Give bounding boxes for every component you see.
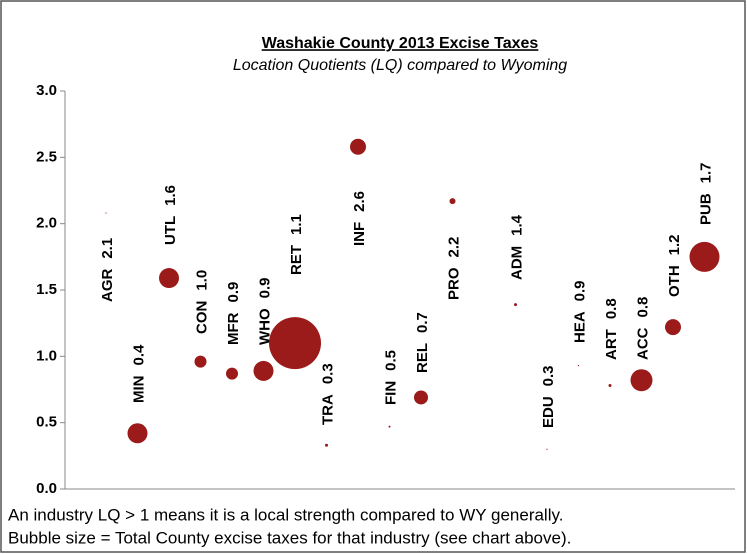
data-label: HEA 0.9 bbox=[571, 280, 588, 343]
y-tick-label: 3.0 bbox=[36, 82, 57, 99]
value-label: 0.9 bbox=[225, 282, 242, 303]
category-label: ADM bbox=[508, 246, 525, 280]
value-label: 1.4 bbox=[508, 214, 525, 236]
category-label: PUB bbox=[697, 193, 714, 225]
value-label: 0.9 bbox=[256, 277, 273, 298]
bubble bbox=[226, 367, 238, 380]
value-label: 0.8 bbox=[634, 297, 651, 318]
category-label: MFR bbox=[225, 312, 242, 345]
bubble bbox=[388, 425, 391, 428]
y-tick-label: 2.5 bbox=[36, 148, 57, 165]
bubble bbox=[546, 448, 548, 450]
data-label: AGR 2.1 bbox=[99, 238, 116, 302]
bubble bbox=[630, 369, 653, 392]
category-label: FIN bbox=[382, 381, 399, 405]
category-label: UTL bbox=[162, 216, 179, 245]
value-label: 0.8 bbox=[603, 298, 620, 319]
y-tick-label: 0.5 bbox=[36, 414, 57, 431]
data-label: TRA 0.3 bbox=[319, 363, 336, 425]
bubble bbox=[350, 138, 366, 155]
bubble bbox=[194, 355, 207, 368]
category-label: TRA bbox=[319, 394, 336, 425]
y-tick-label: 1.5 bbox=[36, 281, 57, 298]
value-label: 0.9 bbox=[571, 280, 588, 301]
bubble bbox=[414, 390, 428, 405]
bubble bbox=[665, 319, 681, 336]
value-label: 1.2 bbox=[666, 234, 683, 255]
bubble bbox=[127, 423, 148, 444]
data-label: INF 2.6 bbox=[351, 191, 368, 246]
data-label: UTL 1.6 bbox=[162, 185, 179, 245]
category-label: RET bbox=[288, 245, 305, 275]
data-label: MIN 0.4 bbox=[130, 344, 147, 403]
value-label: 1.0 bbox=[193, 270, 210, 291]
value-label: 0.5 bbox=[382, 350, 399, 371]
data-label: FIN 0.5 bbox=[382, 350, 399, 405]
value-label: 1.6 bbox=[162, 185, 179, 206]
value-label: 2.2 bbox=[445, 237, 462, 258]
data-label: ART 0.8 bbox=[603, 298, 620, 360]
bubble bbox=[325, 443, 328, 447]
value-label: 0.3 bbox=[319, 363, 336, 384]
chart-subtitle: Location Quotients (LQ) compared to Wyom… bbox=[233, 57, 567, 74]
data-label: REL 0.7 bbox=[414, 312, 431, 373]
data-label: MFR 0.9 bbox=[225, 282, 242, 345]
y-tick-label: 1.0 bbox=[36, 347, 57, 364]
bubble bbox=[514, 303, 517, 307]
category-label: OTH bbox=[666, 265, 683, 297]
data-label: EDU 0.3 bbox=[540, 365, 557, 428]
category-label: HEA bbox=[571, 311, 588, 343]
data-label: ACC 0.8 bbox=[634, 297, 651, 360]
chart-title: Washakie County 2013 Excise Taxes bbox=[262, 35, 539, 52]
value-label: 1.7 bbox=[697, 162, 714, 183]
bubble bbox=[689, 241, 720, 272]
bubble bbox=[159, 268, 179, 289]
category-label: CON bbox=[193, 301, 210, 334]
value-label: 0.4 bbox=[130, 344, 147, 366]
data-label: PUB 1.7 bbox=[697, 162, 714, 225]
data-label: RET 1.1 bbox=[288, 214, 305, 275]
category-label: INF bbox=[351, 222, 368, 246]
value-label: 0.3 bbox=[540, 365, 557, 386]
y-tick-label: 2.0 bbox=[36, 215, 57, 232]
category-label: REL bbox=[414, 343, 431, 373]
bubble bbox=[449, 198, 456, 205]
value-label: 1.1 bbox=[288, 214, 305, 235]
category-label: EDU bbox=[540, 396, 557, 428]
data-label: OTH 1.2 bbox=[666, 234, 683, 297]
data-label: PRO 2.2 bbox=[445, 237, 462, 300]
footnote: Bubble size = Total County excise taxes … bbox=[8, 528, 571, 547]
category-label: ACC bbox=[634, 327, 651, 360]
bubble bbox=[253, 360, 274, 381]
bubble bbox=[577, 365, 580, 367]
category-label: WHO bbox=[256, 308, 273, 345]
bubble bbox=[105, 212, 107, 214]
data-label: CON 1.0 bbox=[193, 270, 210, 334]
category-label: AGR bbox=[99, 269, 116, 303]
category-label: PRO bbox=[445, 267, 462, 300]
y-tick-label: 0.0 bbox=[36, 480, 57, 497]
data-label: ADM 1.4 bbox=[508, 214, 525, 280]
category-label: MIN bbox=[130, 376, 147, 404]
bubble bbox=[269, 317, 321, 370]
value-label: 0.7 bbox=[414, 312, 431, 333]
value-label: 2.6 bbox=[351, 191, 368, 212]
data-label: WHO 0.9 bbox=[256, 277, 273, 345]
category-label: ART bbox=[603, 329, 620, 360]
value-label: 2.1 bbox=[99, 238, 116, 259]
footnote: An industry LQ > 1 means it is a local s… bbox=[8, 505, 563, 524]
bubble bbox=[608, 384, 612, 388]
